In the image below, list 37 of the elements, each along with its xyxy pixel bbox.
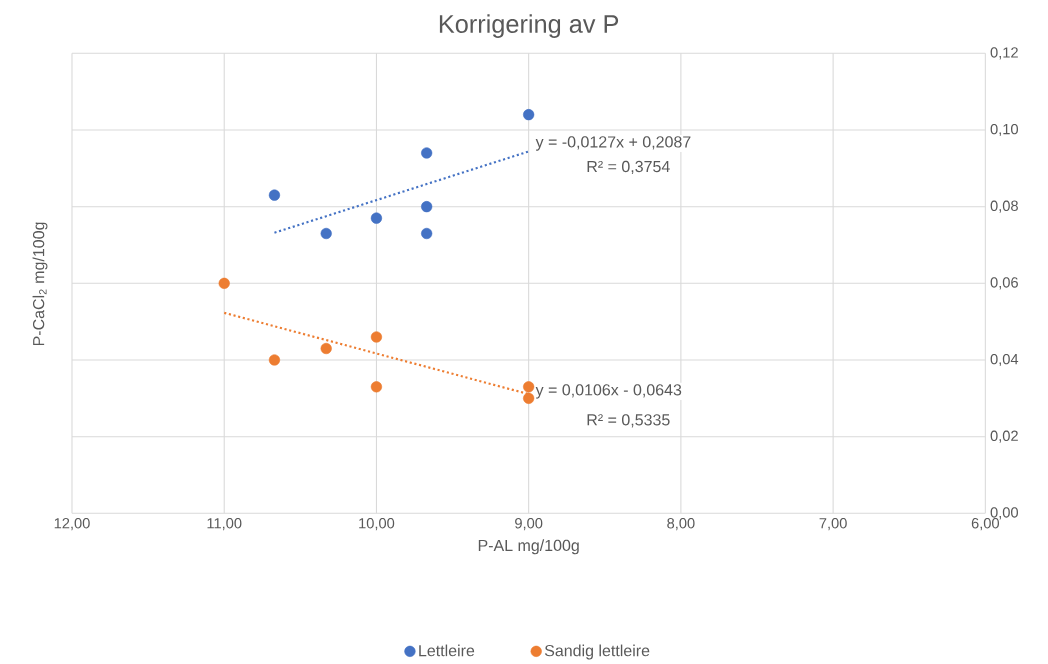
annotation: R² = 0,3754 [587,160,670,175]
point [370,331,383,343]
x-tick-label: 12,00 [54,518,90,531]
legend-label: Lettleire [419,644,475,657]
y-axis-title: P-CaCl$_{2}$ mg/100g [32,222,48,346]
y-tick-label: 0,12 [990,47,1018,60]
y-tick-label: 0,06 [990,277,1018,290]
x-tick-label: 7,00 [819,518,847,531]
point [370,212,383,224]
point [523,109,535,121]
x-tick-label: 8,00 [667,518,695,531]
annotation: y = 0,0106x - 0,0643 [535,384,682,399]
y-tick-label: 0,02 [990,430,1018,443]
x-tick-label: 11,00 [207,518,242,531]
point [268,354,281,366]
point [421,227,433,240]
point [370,381,383,393]
y-tick-label: 0,10 [990,123,1018,137]
point [320,227,332,240]
point [421,147,433,159]
x-tick-label: 10,00 [359,518,395,531]
point [320,342,332,355]
point [523,381,535,393]
y-tick-label: 0,04 [990,353,1019,367]
y-tick-label: 0,08 [990,200,1018,213]
chart-title: Korrigering av P [439,14,619,38]
point [421,201,433,213]
x-tick-label: 9,00 [515,518,543,531]
annotation: y = -0,0127x + 0,2087 [535,136,691,151]
point [523,392,535,404]
x-axis-title: P-AL mg/100g [478,539,579,555]
annotation: R² = 0,5335 [587,414,670,428]
point [268,189,281,201]
point [218,277,230,289]
x-tick-label: 6,00 [971,518,1000,531]
y-tick-label: 0,00 [990,507,1018,520]
legend-label: Sandig lettleire [544,644,650,660]
